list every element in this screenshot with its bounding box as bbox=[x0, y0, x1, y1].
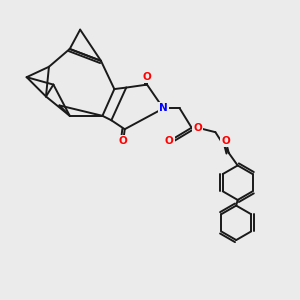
Text: O: O bbox=[165, 136, 174, 146]
Text: O: O bbox=[221, 136, 230, 146]
Text: O: O bbox=[193, 123, 202, 133]
Text: O: O bbox=[143, 72, 152, 82]
Text: N: N bbox=[159, 103, 168, 113]
Text: O: O bbox=[119, 136, 128, 146]
